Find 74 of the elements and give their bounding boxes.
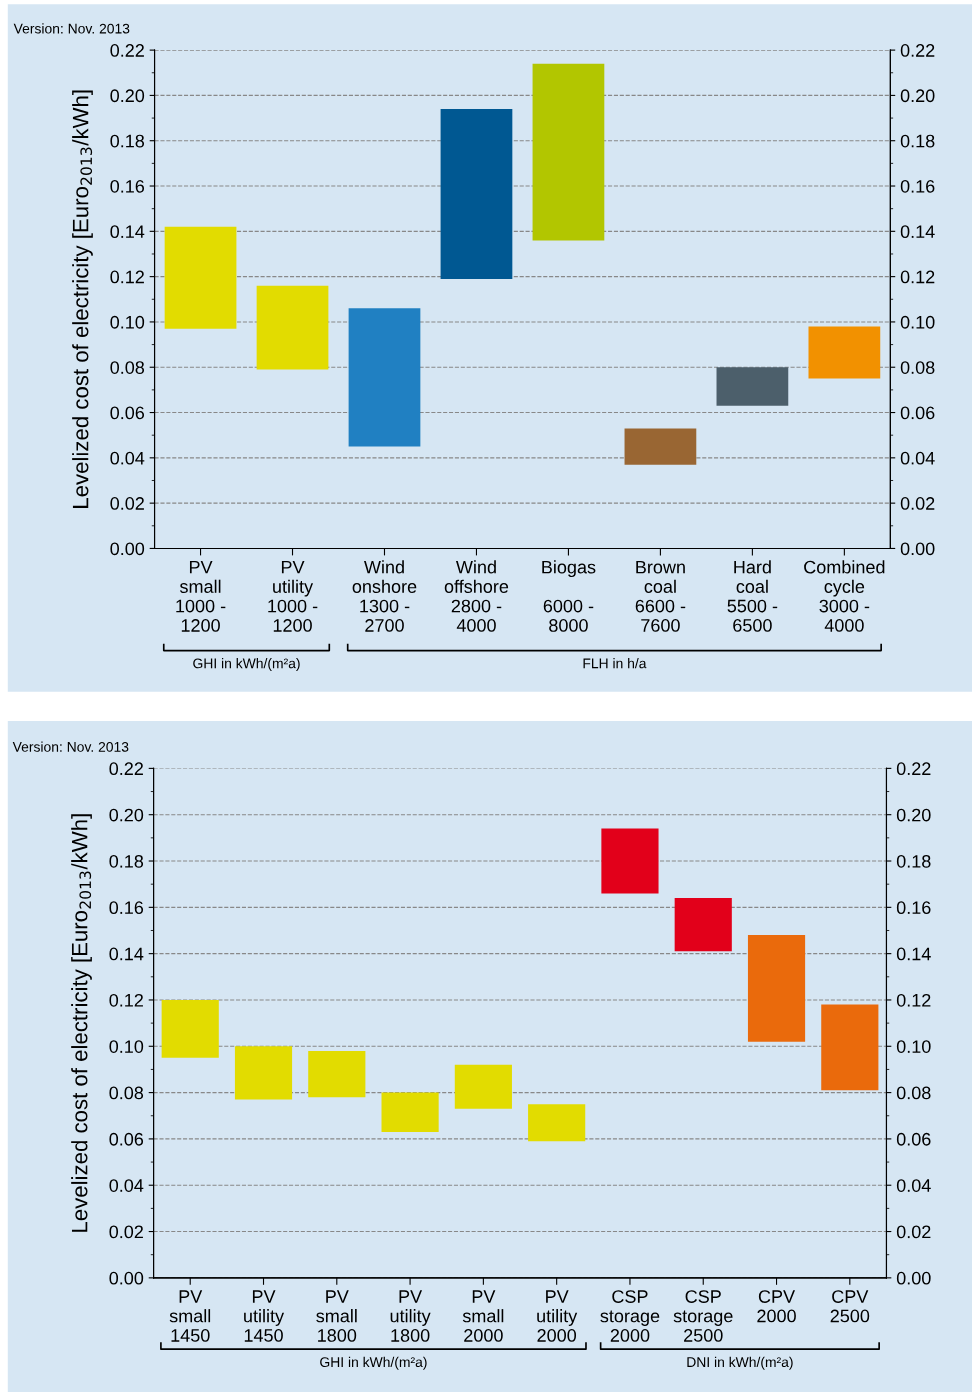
y2-tick-label: 0.00: [896, 1271, 931, 1285]
y-axis-title: Levelized cost of electricity [Euro$_{2013}$/kWh]: [71, 814, 92, 1232]
y2-tick-label: 0.12: [900, 270, 935, 284]
y-tick-label: 0.14: [110, 225, 145, 239]
y-tick-label: 0.08: [110, 361, 145, 374]
y-tick-label: 0.20: [110, 89, 145, 103]
x-tick-label: PV small 1000 - 1200: [176, 560, 226, 632]
y2-tick-label: 0.20: [900, 89, 935, 103]
text: Version: Nov. 2013: [13, 23, 130, 34]
y-tick-label: 0.06: [109, 1132, 144, 1146]
text: Version: Nov. 2013: [12, 741, 129, 752]
y2-tick-label: 0.16: [900, 179, 935, 193]
y-tick-label: 0.02: [110, 497, 144, 510]
y-tick-label: 0.02: [109, 1225, 143, 1239]
y2-tick-label: 0.18: [900, 134, 935, 148]
y2-tick-label: 0.02: [900, 497, 935, 510]
x-tick-label: Wind offshore 2800 - 4000: [444, 560, 509, 632]
x-tick-label: CPV 2000: [757, 1290, 796, 1323]
y2-tick-label: 0.00: [900, 542, 935, 556]
y-tick-label: 0.14: [109, 947, 144, 961]
x-tick-label: PV utility 1800: [390, 1290, 431, 1342]
y-tick-label: 0.10: [110, 315, 145, 329]
y2-tick-label: 0.08: [900, 361, 935, 374]
y-tick-label: 0.06: [110, 406, 145, 420]
x-tick-label: PV small 2000: [462, 1290, 504, 1342]
text: GHI in kWh/(m²a): [320, 1356, 427, 1370]
text: FLH in h/a: [583, 658, 647, 669]
y2-tick-label: 0.20: [896, 808, 931, 822]
x-tick-label: CPV 2500: [830, 1290, 870, 1323]
x-tick-label: Wind onshore 1300 - 2700: [352, 560, 417, 632]
y-axis-title: Levelized cost of electricity [Euro$_{2013}$/kWh]: [72, 90, 93, 508]
y2-tick-label: 0.10: [896, 1040, 931, 1053]
y2-tick-label: 0.06: [896, 1132, 931, 1146]
text: GHI in kWh/(m²a): [193, 658, 300, 672]
text: DNI in kWh/(m²a): [687, 1356, 793, 1370]
y-tick-label: 0.20: [109, 808, 144, 822]
y2-tick-label: 0.06: [900, 406, 935, 420]
y-tick-label: 0.12: [109, 993, 143, 1007]
y-tick-label: 0.12: [110, 270, 144, 284]
y-tick-label: 0.18: [109, 854, 144, 868]
y-tick-label: 0.08: [109, 1086, 144, 1100]
x-tick-label: CSP storage 2500: [673, 1290, 733, 1342]
y-tick-label: 0.16: [110, 179, 145, 193]
x-tick-label: PV small 1800: [316, 1290, 357, 1342]
x-tick-label: PV utility 1000 - 1200: [268, 560, 318, 632]
x-tick-label: PV utility 2000: [537, 1290, 578, 1342]
y2-tick-label: 0.14: [896, 947, 931, 961]
y-tick-label: 0.00: [109, 1271, 144, 1285]
y-tick-label: 0.22: [109, 762, 143, 776]
y-tick-label: 0.04: [110, 451, 145, 465]
x-tick-label: PV small 1450: [169, 1290, 211, 1342]
x-tick-label: Combined cycle 3000 - 4000: [804, 560, 885, 632]
y2-tick-label: 0.18: [896, 854, 931, 868]
y2-tick-label: 0.22: [896, 762, 931, 776]
y2-tick-label: 0.04: [896, 1179, 931, 1192]
y2-tick-label: 0.10: [900, 315, 935, 329]
y2-tick-label: 0.02: [896, 1225, 931, 1239]
y-tick-label: 0.00: [110, 542, 145, 556]
x-tick-label: PV utility 1450: [244, 1290, 285, 1342]
y-tick-label: 0.22: [110, 44, 144, 57]
x-tick-label: Hard coal 5500 - 6500: [727, 560, 778, 632]
y2-tick-label: 0.04: [900, 451, 935, 465]
x-tick-label: Brown coal 6600 - 7600: [635, 560, 686, 632]
y2-tick-label: 0.14: [900, 225, 935, 239]
y-tick-label: 0.16: [109, 901, 144, 915]
y2-tick-label: 0.22: [900, 44, 935, 57]
y2-tick-label: 0.16: [896, 901, 931, 915]
y2-tick-label: 0.12: [896, 993, 931, 1007]
x-tick-label: CSP storage 2000: [600, 1290, 660, 1342]
y2-tick-label: 0.08: [896, 1086, 931, 1100]
category-label: Biogas 6000 - 8000: [542, 560, 596, 632]
y-tick-label: 0.18: [110, 134, 145, 148]
y-tick-label: 0.10: [109, 1040, 144, 1053]
y-tick-label: 0.04: [109, 1179, 144, 1192]
